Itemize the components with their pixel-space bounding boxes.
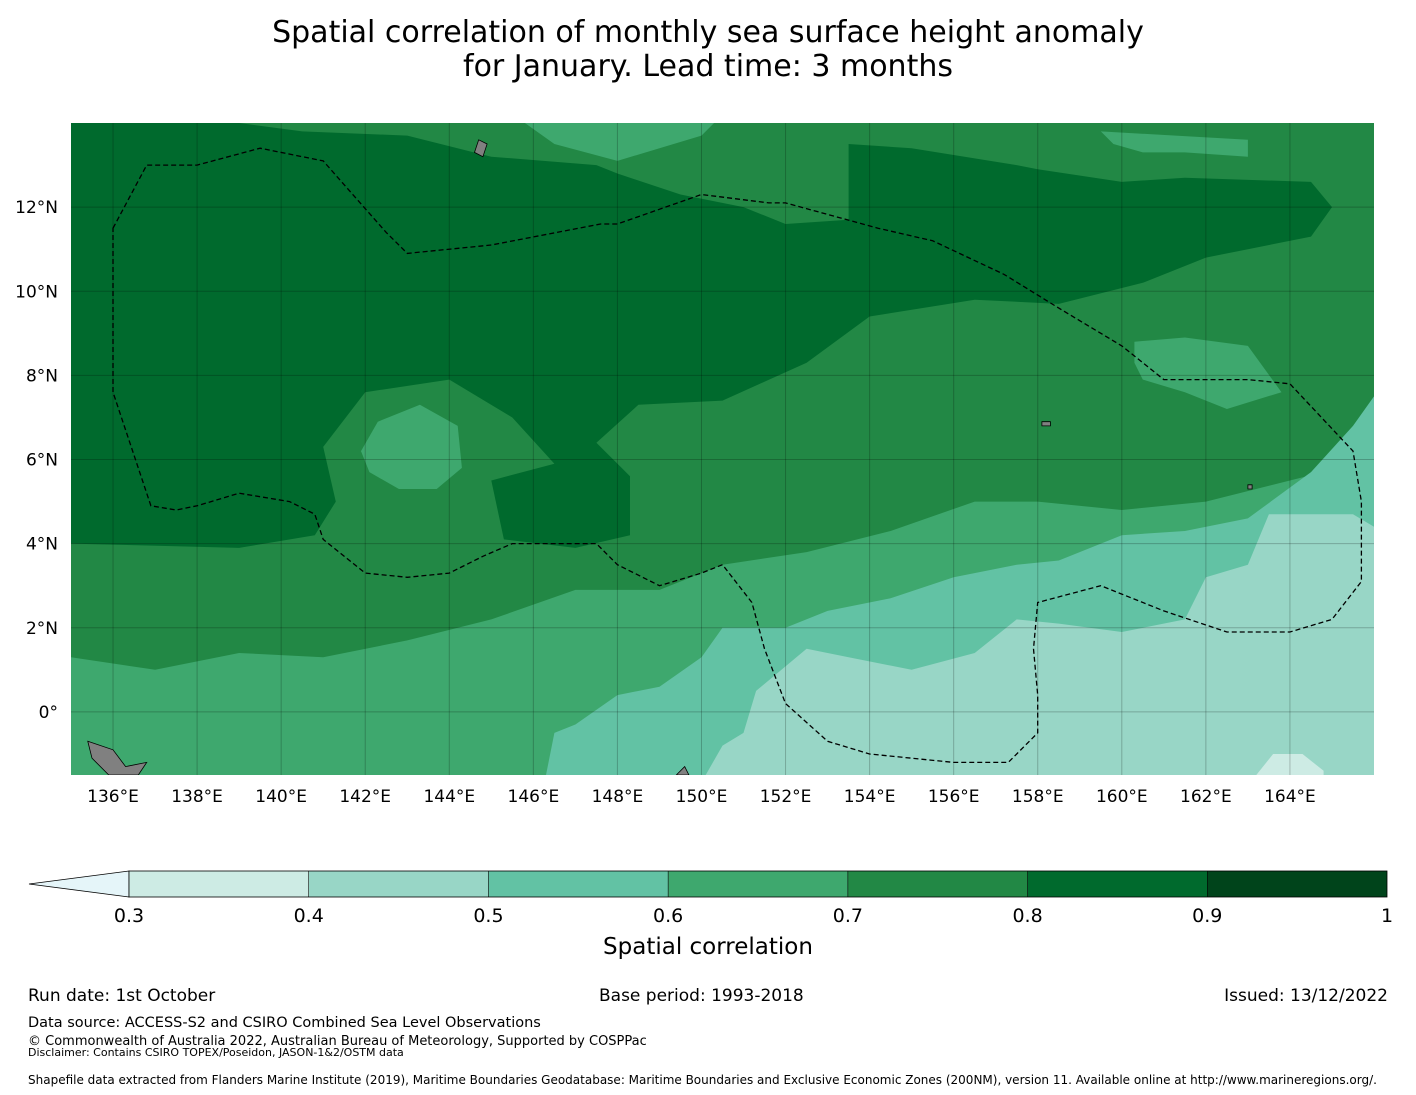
x-tick-label: 144°E: [423, 787, 475, 807]
shapefile-attribution: Shapefile data extracted from Flanders M…: [28, 1073, 1377, 1087]
eez-boundary: [112, 147, 1363, 764]
colorbar-segment: [308, 871, 489, 897]
colorbar-tick-label: 0.4: [294, 905, 324, 927]
y-tick-label: 10°N: [15, 282, 58, 302]
colorbar: 0.3 0.4 0.5 0.6 0.7 0.8 0.9 1 Spatial correlatio…: [28, 870, 1393, 960]
y-tick-label: 4°N: [26, 535, 58, 555]
chart-title-line-2: for January. Lead time: 3 months: [463, 49, 953, 84]
correlation-region-5: [1134, 337, 1282, 409]
correlation-region-3: [361, 404, 462, 489]
x-tick-label: 136°E: [87, 787, 139, 807]
x-tick-label: 154°E: [844, 787, 896, 807]
x-tick-label: 138°E: [171, 787, 223, 807]
correlation-region-8: [705, 514, 1374, 775]
y-tick-label: 12°N: [15, 198, 58, 218]
colorbar-segment: [488, 871, 669, 897]
colorbar-tick-label: 0.5: [473, 905, 503, 927]
correlation-region-4: [1100, 131, 1248, 157]
colorbar-tick-label: 0.3: [114, 905, 144, 927]
x-tick-label: 164°E: [1264, 787, 1316, 807]
land-mass: [87, 740, 148, 775]
y-tick-label: 2°N: [26, 619, 58, 639]
colorbar-segment: [668, 871, 848, 897]
x-tick-label: 156°E: [928, 787, 980, 807]
x-tick-label: 158°E: [1012, 787, 1064, 807]
correlation-region-2: [71, 123, 1332, 548]
chart-title-line-1: Spatial correlation of monthly sea surfa…: [272, 15, 1144, 50]
issued-date: Issued: 13/12/2022: [1224, 986, 1388, 1006]
x-tick-label: 140°E: [255, 787, 307, 807]
colorbar-tick-label: 1: [1381, 905, 1393, 927]
colorbar-segment: [1207, 871, 1387, 897]
x-tick-label: 146°E: [508, 787, 560, 807]
colorbar-segment: [847, 871, 1028, 897]
x-tick-label: 160°E: [1096, 787, 1148, 807]
x-tick-label: 148°E: [592, 787, 644, 807]
colorbar-outline: [128, 870, 1388, 898]
colorbar-tick-label: 0.9: [1192, 905, 1222, 927]
disclaimer: Disclaimer: Contains CSIRO TOPEX/Poseido…: [28, 1046, 404, 1059]
colorbar-tick-label: 0.7: [833, 905, 863, 927]
x-tick-label: 150°E: [676, 787, 728, 807]
colorbar-tick-label: 0.6: [653, 905, 683, 927]
correlation-region-9: [1256, 754, 1324, 775]
colorbar-extend-min: [28, 870, 130, 898]
map-plot-area: 136°E 138°E 140°E 142°E 144°E 146°E 148°E 150°E…: [15, 123, 1374, 807]
colorbar-label: Spatial correlation: [603, 934, 813, 960]
x-tick-label: 162°E: [1180, 787, 1232, 807]
run-date: Run date: 1st October: [28, 986, 216, 1006]
land-mass: [1247, 484, 1253, 490]
data-source: Data source: ACCESS-S2 and CSIRO Combine…: [28, 1015, 541, 1031]
colorbar-segment: [129, 871, 309, 897]
colorbar-segment: [1027, 871, 1208, 897]
copyright-notice: © Commonwealth of Australia 2022, Austra…: [28, 1034, 647, 1049]
land-mass: [675, 765, 690, 775]
base-period: Base period: 1993-2018: [599, 986, 804, 1006]
y-tick-label: 6°N: [26, 451, 58, 471]
y-tick-label: 8°N: [26, 366, 58, 386]
y-tick-label: 0°: [39, 703, 58, 723]
land-mass: [474, 139, 488, 158]
land-mass: [1041, 421, 1051, 427]
x-tick-label: 152°E: [760, 787, 812, 807]
correlation-region-6: [524, 123, 715, 161]
x-tick-label: 142°E: [339, 787, 391, 807]
colorbar-tick-label: 0.8: [1012, 905, 1042, 927]
